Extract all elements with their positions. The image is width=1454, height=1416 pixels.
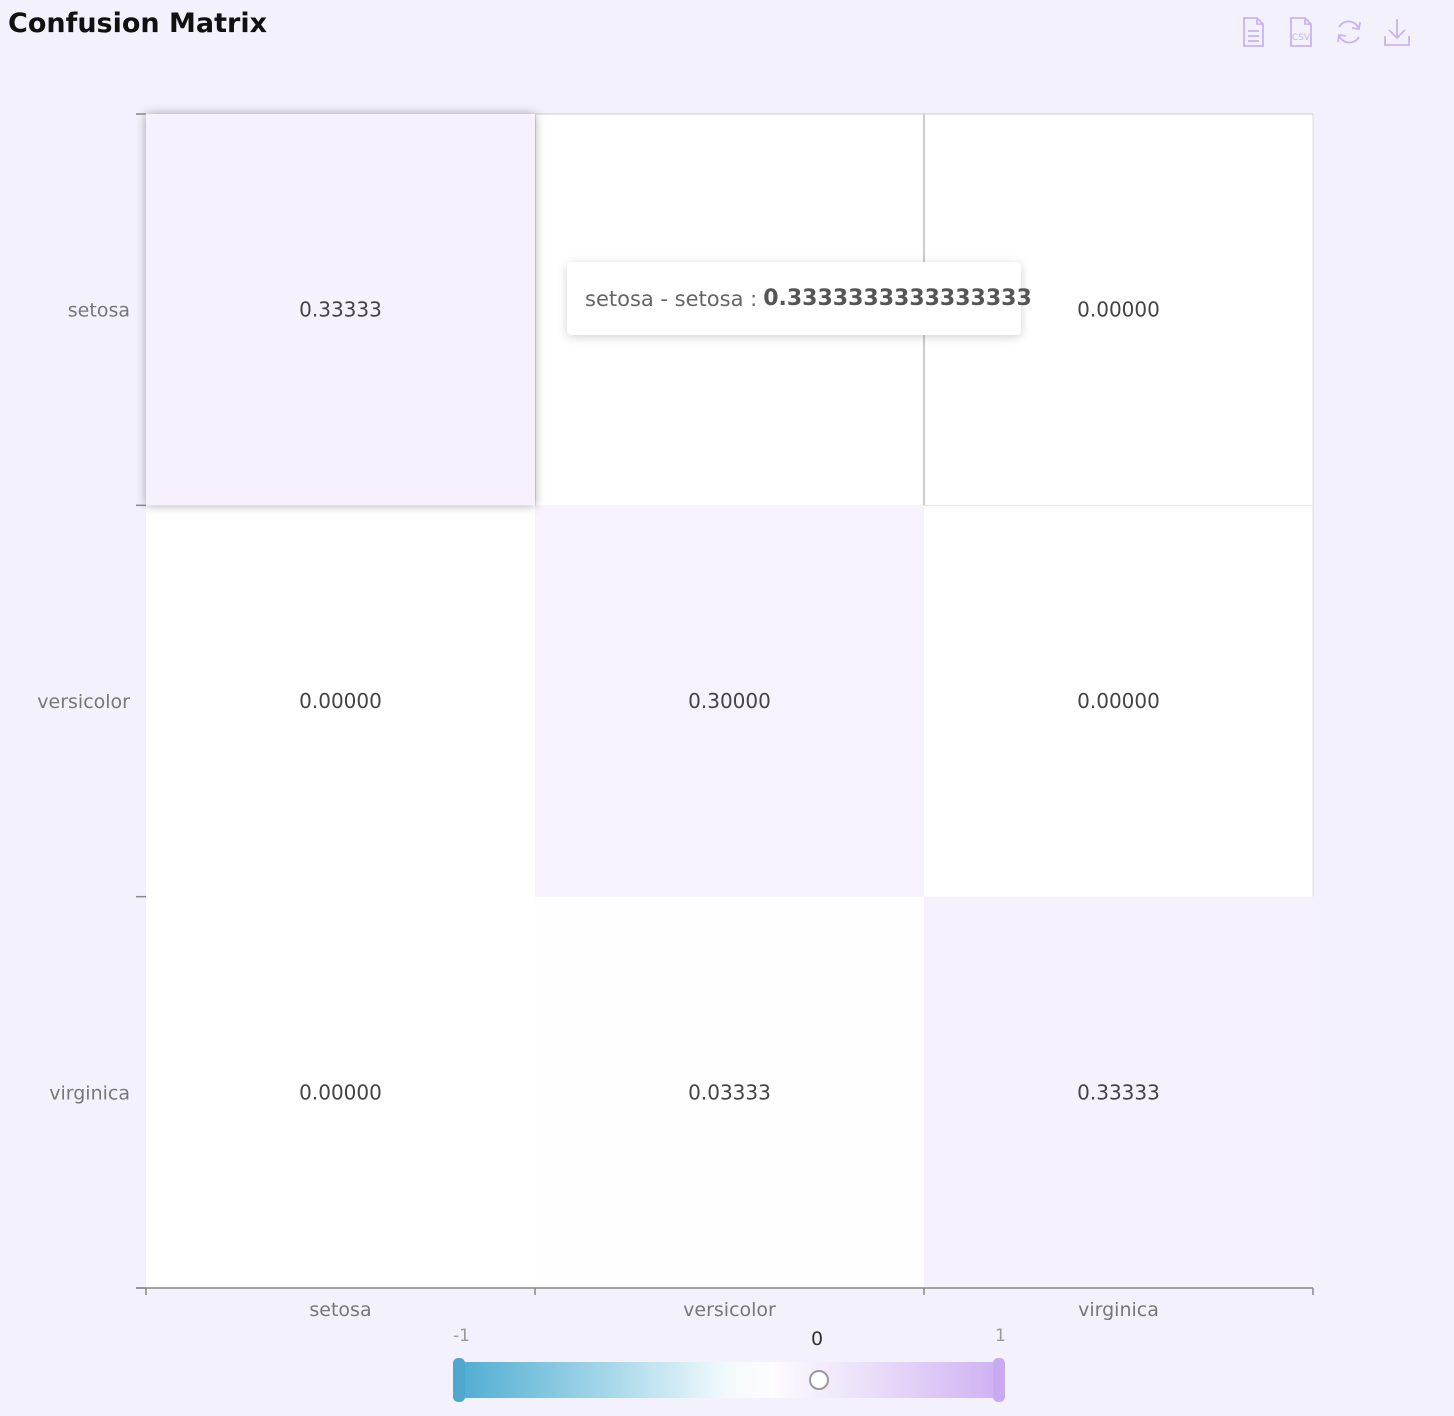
view-data-button[interactable] <box>1236 14 1270 50</box>
cell-value-label: 0.00000 <box>299 1080 382 1104</box>
visual-map-gradient-bar[interactable] <box>462 1362 996 1398</box>
x-axis-tick-label: virginica <box>1078 1299 1159 1321</box>
cell-value-label: 0.33333 <box>299 298 382 322</box>
heatmap-cell[interactable] <box>535 505 924 897</box>
chart-tooltip: setosa - setosa : 0.3333333333333333 <box>567 262 1032 335</box>
restore-button[interactable] <box>1332 14 1366 50</box>
chart-title: Confusion Matrix <box>8 8 268 39</box>
y-axis-tick-label: setosa <box>68 300 130 322</box>
save-image-button[interactable] <box>1380 14 1414 50</box>
cell-value-label: 0.00000 <box>1077 689 1160 713</box>
tooltip-label: setosa - setosa : <box>585 286 758 311</box>
export-csv-button[interactable]: CSV <box>1284 14 1318 50</box>
cell-value-label: 0.33333 <box>1077 1080 1160 1104</box>
visual-map-min-label: -1 <box>453 1326 470 1346</box>
x-axis-tick-label: versicolor <box>683 1299 776 1321</box>
heatmap-cell[interactable] <box>924 505 1313 897</box>
heatmap-chart: 0.33333 0.00000 0.00000 0.30000 0.00000 0.000… <box>37 113 1314 1321</box>
visual-map-min-handle[interactable] <box>453 1358 465 1402</box>
x-axis-tick-label: setosa <box>309 1299 371 1321</box>
cell-value-label: 0.00000 <box>299 689 382 713</box>
visual-map-max-label: 1 <box>995 1326 1006 1346</box>
cell-value-label: 0.00000 <box>1077 298 1160 322</box>
y-axis-tick-label: versicolor <box>37 691 130 713</box>
cell-value-label: 0.03333 <box>688 1080 771 1104</box>
download-icon <box>1384 19 1410 46</box>
heatmap-cell-highlighted[interactable] <box>146 114 535 506</box>
refresh-icon <box>1337 20 1361 44</box>
visual-map-indicator <box>809 1370 829 1390</box>
visual-map-current-value: 0 <box>811 1328 824 1350</box>
tooltip-value: 0.3333333333333333 <box>763 286 1032 311</box>
cell-value-label: 0.30000 <box>688 689 771 713</box>
csv-icon: CSV <box>1290 17 1312 47</box>
heatmap-cell[interactable] <box>924 896 1313 1288</box>
heatmap-cell[interactable] <box>146 896 535 1288</box>
csv-icon-text: CSV <box>1292 33 1311 43</box>
document-icon <box>1243 17 1264 47</box>
heatmap-cell[interactable] <box>535 896 924 1288</box>
heatmap-cell[interactable] <box>146 505 535 897</box>
visual-map-max-handle[interactable] <box>993 1358 1005 1402</box>
chart-toolbar: CSV <box>1236 14 1414 50</box>
y-axis-tick-label: virginica <box>49 1082 130 1104</box>
